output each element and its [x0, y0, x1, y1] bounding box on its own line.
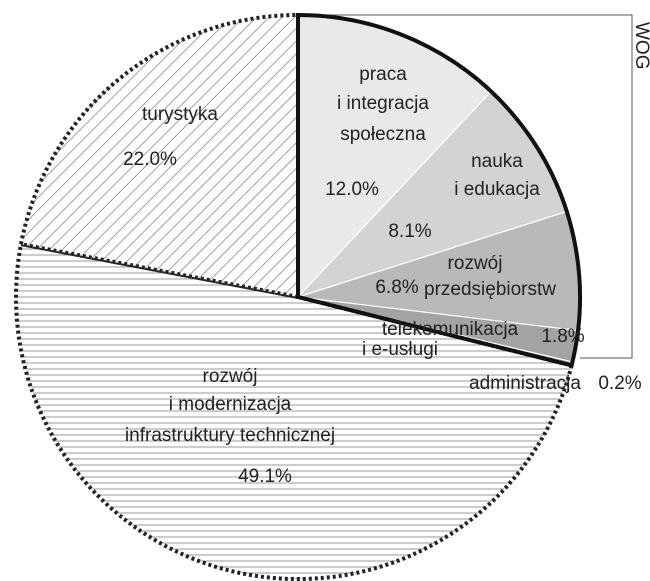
slice-label-line: infrastruktury technicznej	[125, 425, 335, 446]
slice-label-line: społeczna	[340, 124, 426, 145]
value-label: 49.1%	[238, 466, 292, 487]
slice-label-line: i e-usługi	[362, 339, 438, 360]
slice-label-line: nauka	[471, 151, 523, 172]
slice-label: rozwój i modernizacja infrastruktury techn…	[125, 366, 335, 446]
slice-label-line: przedsiębiorstw	[424, 279, 556, 300]
pie-slice	[18, 12, 300, 300]
slice-label-line: rozwój	[448, 253, 503, 274]
slice-label-line: i modernizacja	[169, 394, 292, 415]
group-bracket	[298, 14, 633, 359]
slice-label: administracja	[469, 373, 581, 394]
slice-label: nauka i edukacja	[454, 151, 540, 200]
group-label: WOG	[631, 22, 650, 70]
value-label: 8.1%	[388, 221, 431, 242]
value-label: 12.0%	[325, 179, 379, 200]
slice-label: praca i integracja społeczna	[337, 64, 429, 145]
slice-label-line: administracja	[469, 373, 581, 394]
value-label: 1.8%	[541, 326, 584, 347]
slice-label-line: telekomunikacja	[382, 319, 519, 340]
slice-label: turystyka	[142, 104, 218, 125]
slice-label-line: i edukacja	[454, 179, 540, 200]
pie-slice	[14, 241, 575, 581]
slice-label-line: praca	[359, 64, 407, 85]
value-label: 0.2%	[598, 373, 641, 394]
value-label: 6.8%	[375, 277, 418, 298]
value-label: 22.0%	[123, 149, 177, 170]
slice-label-line: i integracja	[337, 93, 429, 114]
slice-label-line: turystyka	[142, 104, 218, 125]
slice-label: rozwój przedsiębiorstw	[424, 253, 556, 300]
slice-label: telekomunikacja i e-usługi	[362, 319, 519, 360]
slice-label-line: rozwój	[203, 366, 258, 387]
group-outline	[296, 12, 582, 368]
